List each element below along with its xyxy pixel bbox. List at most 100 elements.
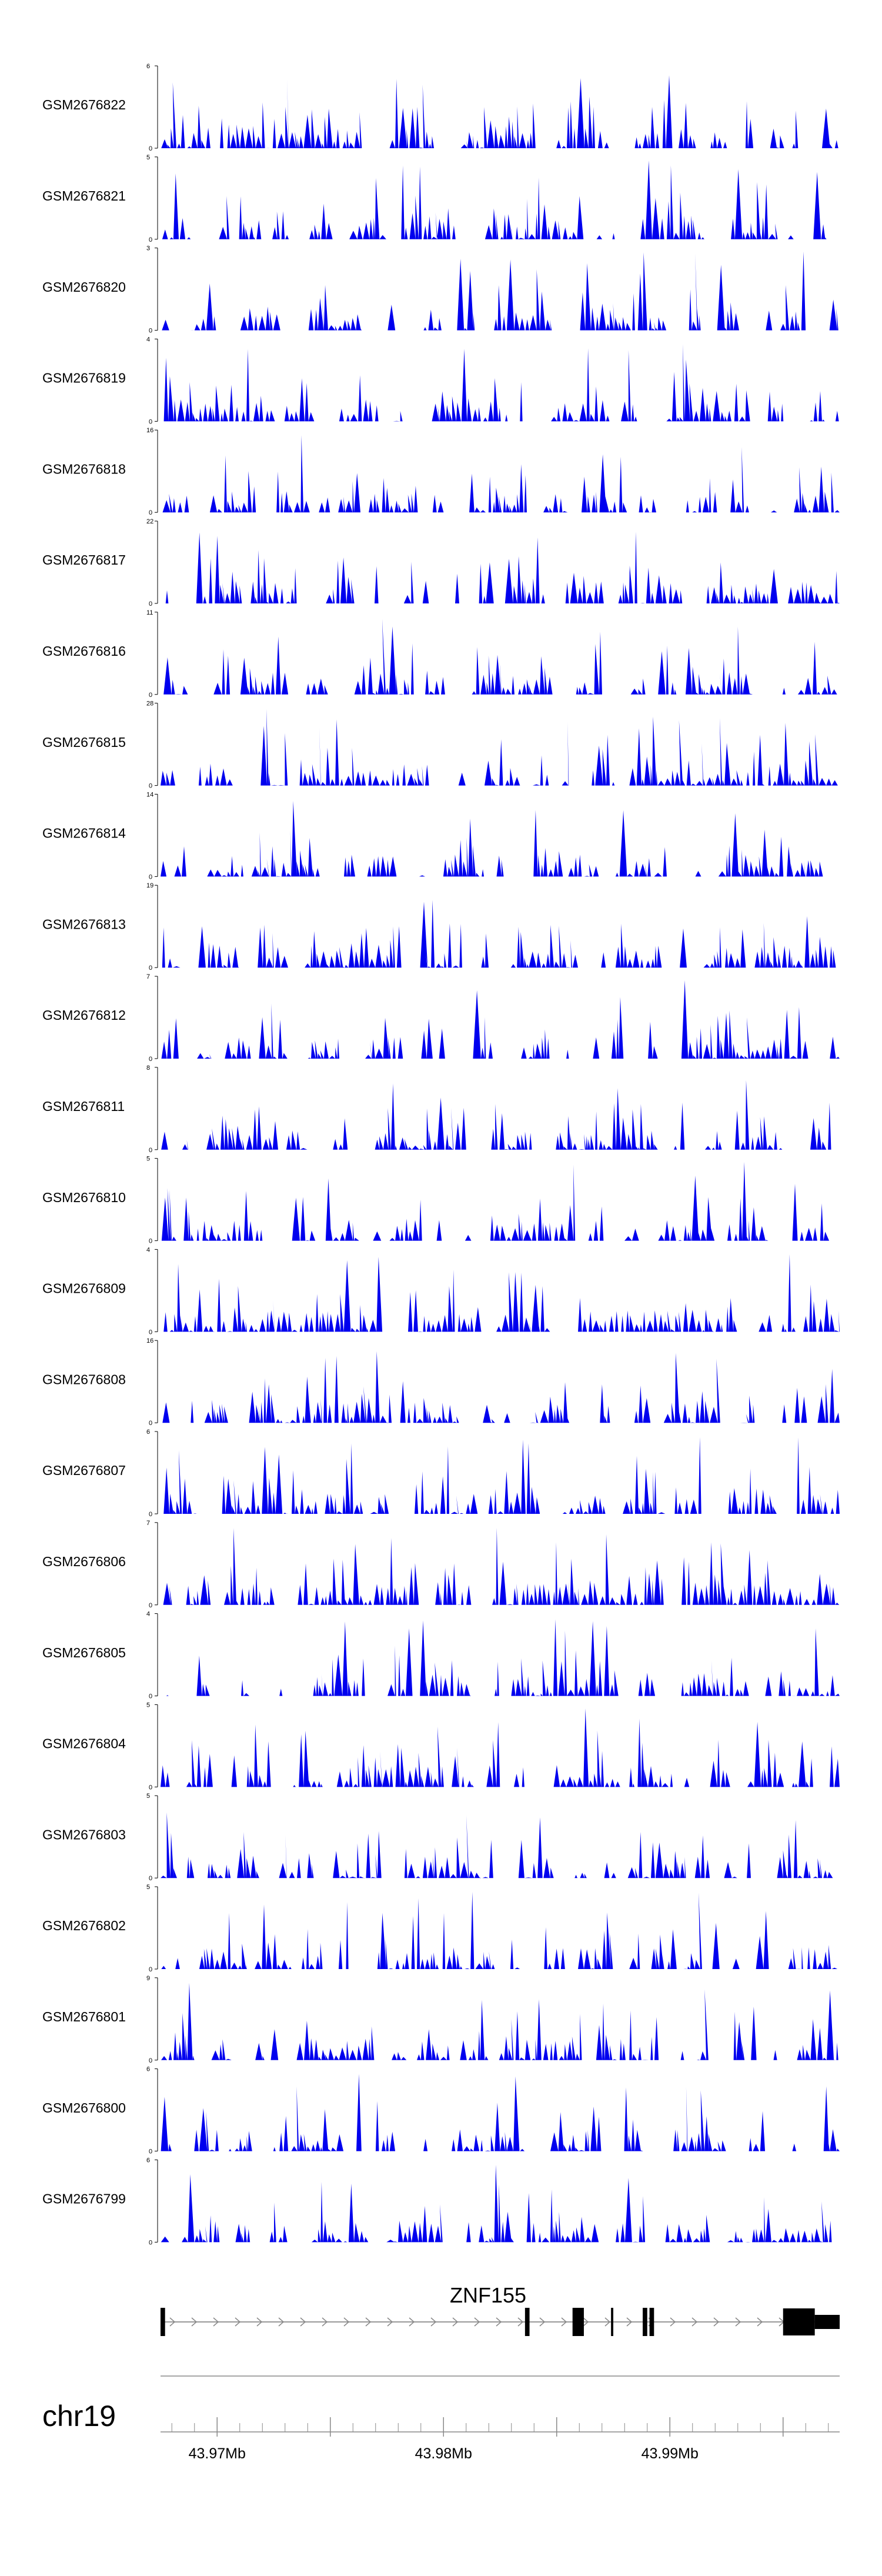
coverage-area xyxy=(161,344,840,422)
y-zero-label: 0 xyxy=(149,1693,152,1700)
y-max-label: 5 xyxy=(146,1701,150,1709)
track-label: GSM2676809 xyxy=(42,1281,126,1296)
track-label: GSM2676813 xyxy=(42,916,126,932)
y-max-label: 4 xyxy=(146,1611,150,1618)
strand-chevron xyxy=(496,2317,502,2327)
track-GSM2676810: GSM2676810 5 0 xyxy=(42,1156,840,1245)
track-label: GSM2676818 xyxy=(42,461,126,476)
strand-chevron xyxy=(322,2317,328,2327)
track-label: GSM2676801 xyxy=(42,2009,126,2024)
genome-axis: chr19 43.97Mb 43.98Mb 43.99Mb xyxy=(42,2375,840,2462)
track-GSM2676811: GSM2676811 8 0 xyxy=(42,1065,840,1154)
y-zero-label: 0 xyxy=(149,692,152,699)
coverage-area xyxy=(161,1254,840,1332)
track-GSM2676814: GSM2676814 14 0 xyxy=(42,791,840,880)
coverage-area xyxy=(161,1437,840,1514)
strand-chevron xyxy=(474,2317,480,2327)
track-label: GSM2676804 xyxy=(42,1736,126,1751)
y-max-label: 19 xyxy=(146,882,153,889)
track-label: GSM2676812 xyxy=(42,1007,126,1023)
x-tick-label: 43.98Mb xyxy=(415,2445,472,2462)
strand-chevron xyxy=(757,2317,763,2327)
strand-chevron xyxy=(191,2317,198,2327)
y-zero-label: 0 xyxy=(149,1329,152,1336)
track-label: GSM2676814 xyxy=(42,826,126,841)
gene-track: ZNF155 xyxy=(161,2283,840,2336)
strand-chevron xyxy=(409,2317,415,2327)
track-GSM2676821: GSM2676821 5 0 xyxy=(42,154,840,243)
coverage-area xyxy=(161,1162,840,1241)
exon xyxy=(611,2308,613,2336)
coverage-area xyxy=(161,1527,840,1605)
track-GSM2676807: GSM2676807 6 0 xyxy=(42,1429,840,1518)
y-max-label: 6 xyxy=(146,1429,150,1436)
y-zero-label: 0 xyxy=(149,418,152,425)
coverage-area xyxy=(161,160,840,239)
coverage-area xyxy=(161,1812,840,1878)
track-label: GSM2676816 xyxy=(42,643,126,659)
y-max-label: 6 xyxy=(146,2066,150,2073)
exon xyxy=(161,2308,165,2336)
x-tick-label: 43.97Mb xyxy=(189,2445,246,2462)
y-zero-label: 0 xyxy=(149,1238,152,1245)
coverage-area xyxy=(161,1351,840,1423)
strand-chevron xyxy=(169,2317,176,2327)
track-label: GSM2676811 xyxy=(42,1099,125,1114)
coverage-area xyxy=(161,2074,840,2151)
track-GSM2676813: GSM2676813 19 0 xyxy=(42,882,840,972)
coverage-area xyxy=(161,1619,840,1696)
track-GSM2676799: GSM2676799 6 0 xyxy=(42,2157,840,2246)
y-max-label: 28 xyxy=(146,700,153,708)
y-max-label: 14 xyxy=(146,791,153,798)
y-zero-label: 0 xyxy=(149,145,152,152)
strand-chevron xyxy=(691,2317,698,2327)
exon xyxy=(814,2315,840,2329)
track-label: GSM2676799 xyxy=(42,2191,126,2207)
y-zero-label: 0 xyxy=(149,1511,152,1518)
strand-chevron xyxy=(365,2317,372,2327)
y-max-label: 5 xyxy=(146,1793,150,1800)
y-max-label: 22 xyxy=(146,518,153,525)
gene-label: ZNF155 xyxy=(450,2283,526,2307)
y-max-label: 4 xyxy=(146,1246,150,1253)
y-max-label: 3 xyxy=(146,245,150,252)
strand-chevron xyxy=(278,2317,285,2327)
coverage-area xyxy=(161,980,840,1059)
strand-chevron xyxy=(626,2317,633,2327)
y-zero-label: 0 xyxy=(149,2057,152,2064)
strand-chevron xyxy=(670,2317,676,2327)
y-max-label: 5 xyxy=(146,1156,150,1163)
track-label: GSM2676820 xyxy=(42,279,126,295)
track-GSM2676818: GSM2676818 16 0 xyxy=(42,427,840,516)
exon xyxy=(524,2308,530,2336)
coverage-area xyxy=(161,2164,840,2243)
strand-chevron xyxy=(300,2317,306,2327)
track-label: GSM2676819 xyxy=(42,371,126,386)
y-max-label: 6 xyxy=(146,63,150,70)
y-max-label: 9 xyxy=(146,1975,150,1982)
coverage-area xyxy=(161,1709,840,1787)
y-zero-label: 0 xyxy=(149,2148,152,2155)
track-GSM2676812: GSM2676812 7 0 xyxy=(42,973,840,1063)
strand-chevron xyxy=(452,2317,459,2327)
track-label: GSM2676806 xyxy=(42,1554,126,1569)
coverage-area xyxy=(161,709,840,786)
y-zero-label: 0 xyxy=(149,2239,152,2246)
y-zero-label: 0 xyxy=(149,1875,152,1882)
track-label: GSM2676821 xyxy=(42,188,126,203)
strand-chevron xyxy=(604,2317,611,2327)
y-max-label: 4 xyxy=(146,336,150,343)
track-GSM2676819: GSM2676819 4 0 xyxy=(42,336,840,425)
track-label: GSM2676817 xyxy=(42,552,126,568)
track-label: GSM2676815 xyxy=(42,735,126,750)
track-GSM2676809: GSM2676809 4 0 xyxy=(42,1246,840,1336)
track-GSM2676806: GSM2676806 7 0 xyxy=(42,1520,840,1609)
y-zero-label: 0 xyxy=(149,783,152,790)
chromosome-label: chr19 xyxy=(42,2400,116,2432)
coverage-area xyxy=(161,900,840,968)
y-zero-label: 0 xyxy=(149,1784,152,1791)
coverage-area xyxy=(161,1983,840,2060)
coverage-area xyxy=(161,75,840,148)
track-GSM2676808: GSM2676808 16 0 xyxy=(42,1337,840,1427)
